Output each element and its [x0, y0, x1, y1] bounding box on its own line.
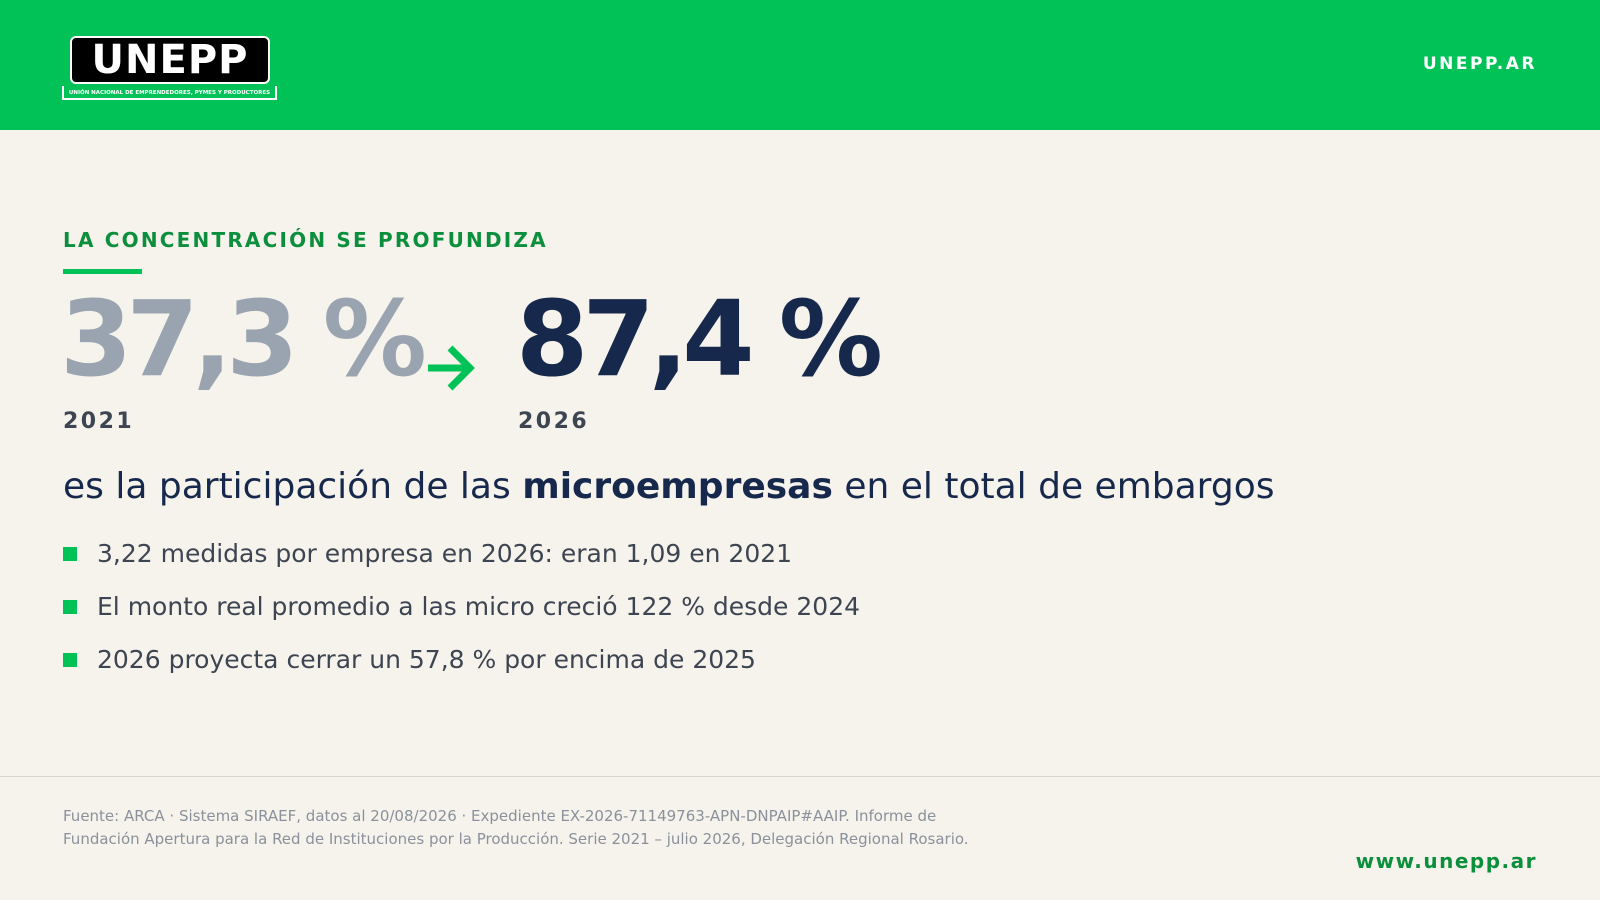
headline: es la participación de las microempresas… — [63, 462, 1274, 512]
stat-before-value: 37,3 % — [60, 278, 427, 400]
list-item: 3,22 medidas por empresa en 2026: eran 1… — [63, 535, 860, 588]
list-item: El monto real promedio a las micro creci… — [63, 588, 860, 641]
footer-divider — [0, 776, 1600, 777]
bullet-text: 2026 proyecta cerrar un 57,8 % por encim… — [97, 645, 756, 674]
bullet-square-icon — [63, 653, 77, 667]
logo-wordmark: UNEPP — [70, 36, 270, 84]
bullet-square-icon — [63, 547, 77, 561]
logo-subtitle: UNIÓN NACIONAL DE EMPRENDEDORES, PYMES Y… — [62, 86, 277, 100]
footer-url-link[interactable]: www.unepp.ar — [1355, 849, 1537, 873]
stat-after-value: 87,4 % — [516, 278, 883, 400]
bullet-text: El monto real promedio a las micro creci… — [97, 592, 861, 621]
bullet-text: 3,22 medidas por empresa en 2026: eran 1… — [97, 539, 793, 568]
stat-after-year: 2026 — [518, 409, 590, 434]
header-bar: UNEPP UNIÓN NACIONAL DE EMPRENDEDORES, P… — [0, 0, 1600, 130]
unepp-logo: UNEPP UNIÓN NACIONAL DE EMPRENDEDORES, P… — [62, 36, 277, 102]
headline-prefix: es la participación de las — [63, 466, 523, 507]
bullet-square-icon — [63, 600, 77, 614]
arrow-right-icon — [428, 345, 475, 391]
headline-emphasis: microempresas — [522, 466, 833, 507]
list-item: 2026 proyecta cerrar un 57,8 % por encim… — [63, 641, 860, 694]
section-kicker: LA CONCENTRACIÓN SE PROFUNDIZA — [63, 228, 548, 252]
kicker-underline — [63, 269, 142, 274]
headline-suffix: en el total de embargos — [832, 466, 1275, 507]
stat-before-year: 2021 — [63, 409, 135, 434]
source-note: Fuente: ARCA · Sistema SIRAEF, datos al … — [63, 807, 969, 848]
bullet-list: 3,22 medidas por empresa en 2026: eran 1… — [63, 535, 860, 694]
header-domain-link[interactable]: UNEPP.AR — [1422, 54, 1537, 74]
